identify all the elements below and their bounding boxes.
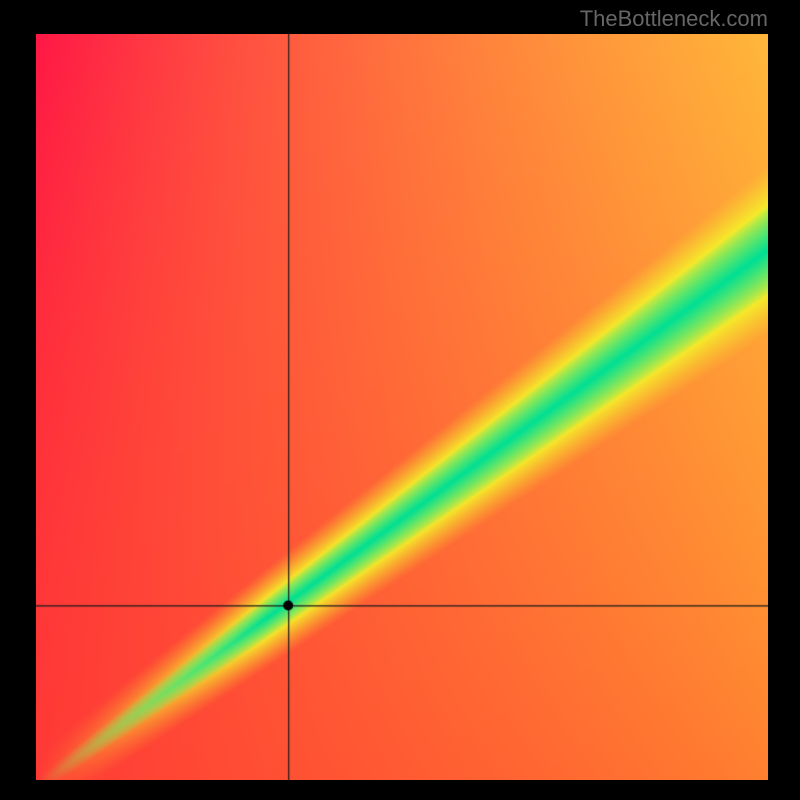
- bottleneck-heatmap: [36, 34, 768, 780]
- watermark-label: TheBottleneck.com: [580, 6, 768, 32]
